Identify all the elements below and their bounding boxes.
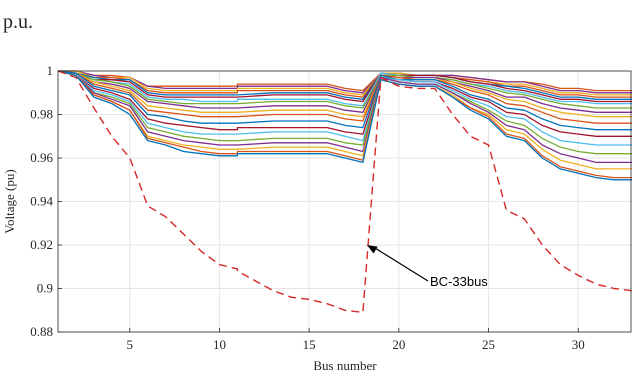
x-tick-label: 25 — [482, 337, 495, 352]
y-tick-label: 0.96 — [30, 150, 53, 165]
series-line — [57, 70, 632, 100]
series-line — [57, 70, 632, 146]
annotation-arrow — [374, 247, 429, 282]
annotation-label: BC-33bus — [430, 274, 488, 289]
series-line — [57, 70, 632, 109]
y-tick-label: 0.94 — [30, 194, 53, 209]
y-tick-label: 0.9 — [37, 281, 53, 296]
x-axis-label: Bus number — [313, 358, 377, 373]
x-tick-label: 30 — [572, 337, 585, 352]
annotation-arrowhead — [366, 245, 378, 254]
series-line-bc33bus — [57, 70, 632, 314]
series-line — [57, 70, 632, 164]
y-tick-label: 0.92 — [30, 237, 53, 252]
y-tick-label: 0.88 — [30, 324, 53, 339]
x-tick-label: 15 — [303, 337, 316, 352]
series-line — [58, 70, 632, 92]
series-line — [58, 70, 632, 94]
x-tick-label: 20 — [392, 337, 405, 352]
y-axis-label: Voltage (pu) — [2, 169, 17, 233]
series-line — [57, 70, 632, 118]
annotation: BC-33bus — [366, 245, 488, 289]
x-tick-label: 5 — [127, 337, 134, 352]
series-line — [57, 70, 632, 181]
series-line — [57, 70, 632, 113]
series-line — [57, 70, 632, 155]
axis-ticks: 5 10 15 20 25 30 0.88 0.9 0.92 0.94 0.96 0.98 1 — [30, 63, 584, 352]
series-line — [57, 70, 632, 124]
unit-label: p.u. — [3, 11, 33, 33]
series-line — [57, 70, 632, 137]
y-tick-label: 1 — [47, 63, 54, 78]
series-line — [57, 70, 632, 131]
series-line — [57, 70, 632, 98]
series-lines — [57, 70, 632, 314]
y-tick-label: 0.98 — [30, 107, 53, 122]
series-line — [57, 70, 632, 103]
series-line — [58, 70, 632, 96]
series-line — [57, 70, 632, 107]
series-line — [57, 70, 632, 170]
series-line — [57, 70, 632, 179]
x-tick-label: 10 — [213, 337, 226, 352]
